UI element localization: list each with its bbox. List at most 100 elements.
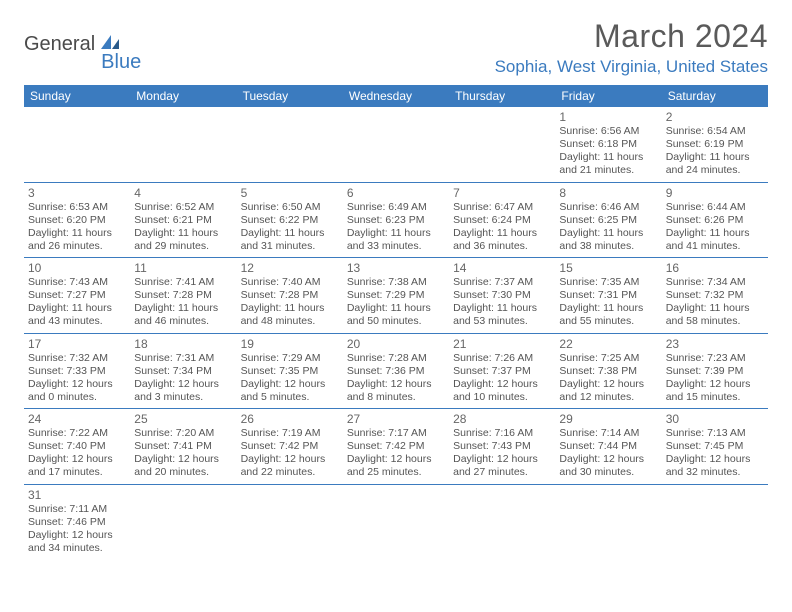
calendar-cell: 6Sunrise: 6:49 AMSunset: 6:23 PMDaylight…: [343, 182, 449, 258]
day-number: 20: [347, 337, 445, 351]
calendar-cell: 16Sunrise: 7:34 AMSunset: 7:32 PMDayligh…: [662, 258, 768, 334]
sunset-text: Sunset: 6:19 PM: [666, 138, 764, 151]
calendar-cell: 17Sunrise: 7:32 AMSunset: 7:33 PMDayligh…: [24, 333, 130, 409]
day-number: 30: [666, 412, 764, 426]
calendar-cell: 18Sunrise: 7:31 AMSunset: 7:34 PMDayligh…: [130, 333, 236, 409]
calendar-cell: [449, 484, 555, 559]
calendar-cell: 5Sunrise: 6:50 AMSunset: 6:22 PMDaylight…: [237, 182, 343, 258]
day-number: 2: [666, 110, 764, 124]
calendar-cell: 4Sunrise: 6:52 AMSunset: 6:21 PMDaylight…: [130, 182, 236, 258]
calendar-cell: [24, 107, 130, 182]
sunrise-text: Sunrise: 6:50 AM: [241, 201, 339, 214]
day-number: 3: [28, 186, 126, 200]
daylight-text: Daylight: 12 hours and 30 minutes.: [559, 453, 657, 479]
day-number: 15: [559, 261, 657, 275]
day-number: 4: [134, 186, 232, 200]
location-subtitle: Sophia, West Virginia, United States: [495, 57, 768, 77]
sunset-text: Sunset: 6:22 PM: [241, 214, 339, 227]
daylight-text: Daylight: 12 hours and 15 minutes.: [666, 378, 764, 404]
day-number: 16: [666, 261, 764, 275]
sunrise-text: Sunrise: 7:20 AM: [134, 427, 232, 440]
calendar-cell: 20Sunrise: 7:28 AMSunset: 7:36 PMDayligh…: [343, 333, 449, 409]
daylight-text: Daylight: 11 hours and 29 minutes.: [134, 227, 232, 253]
sunrise-text: Sunrise: 7:34 AM: [666, 276, 764, 289]
sunset-text: Sunset: 7:33 PM: [28, 365, 126, 378]
calendar-cell: [237, 107, 343, 182]
daylight-text: Daylight: 12 hours and 12 minutes.: [559, 378, 657, 404]
day-number: 28: [453, 412, 551, 426]
day-number: 26: [241, 412, 339, 426]
day-number: 5: [241, 186, 339, 200]
weekday-header: Thursday: [449, 85, 555, 107]
calendar-cell: 7Sunrise: 6:47 AMSunset: 6:24 PMDaylight…: [449, 182, 555, 258]
sunset-text: Sunset: 7:43 PM: [453, 440, 551, 453]
daylight-text: Daylight: 12 hours and 20 minutes.: [134, 453, 232, 479]
calendar-row: 1Sunrise: 6:56 AMSunset: 6:18 PMDaylight…: [24, 107, 768, 182]
sunset-text: Sunset: 7:41 PM: [134, 440, 232, 453]
day-number: 21: [453, 337, 551, 351]
daylight-text: Daylight: 11 hours and 31 minutes.: [241, 227, 339, 253]
calendar-cell: 13Sunrise: 7:38 AMSunset: 7:29 PMDayligh…: [343, 258, 449, 334]
calendar-cell: [343, 484, 449, 559]
weekday-header: Tuesday: [237, 85, 343, 107]
daylight-text: Daylight: 11 hours and 21 minutes.: [559, 151, 657, 177]
daylight-text: Daylight: 11 hours and 55 minutes.: [559, 302, 657, 328]
day-number: 11: [134, 261, 232, 275]
sunrise-text: Sunrise: 7:17 AM: [347, 427, 445, 440]
sunset-text: Sunset: 7:46 PM: [28, 516, 126, 529]
daylight-text: Daylight: 12 hours and 5 minutes.: [241, 378, 339, 404]
sunrise-text: Sunrise: 6:52 AM: [134, 201, 232, 214]
daylight-text: Daylight: 11 hours and 33 minutes.: [347, 227, 445, 253]
calendar-cell: 31Sunrise: 7:11 AMSunset: 7:46 PMDayligh…: [24, 484, 130, 559]
weekday-header-row: Sunday Monday Tuesday Wednesday Thursday…: [24, 85, 768, 107]
day-number: 18: [134, 337, 232, 351]
day-number: 17: [28, 337, 126, 351]
calendar-cell: 11Sunrise: 7:41 AMSunset: 7:28 PMDayligh…: [130, 258, 236, 334]
sunset-text: Sunset: 6:20 PM: [28, 214, 126, 227]
calendar-row: 24Sunrise: 7:22 AMSunset: 7:40 PMDayligh…: [24, 409, 768, 485]
day-number: 22: [559, 337, 657, 351]
day-number: 23: [666, 337, 764, 351]
calendar-cell: [555, 484, 661, 559]
sunrise-text: Sunrise: 6:56 AM: [559, 125, 657, 138]
calendar-cell: [130, 484, 236, 559]
day-number: 29: [559, 412, 657, 426]
calendar-cell: 30Sunrise: 7:13 AMSunset: 7:45 PMDayligh…: [662, 409, 768, 485]
calendar-cell: 19Sunrise: 7:29 AMSunset: 7:35 PMDayligh…: [237, 333, 343, 409]
logo-text-blue: Blue: [101, 51, 141, 74]
day-number: 27: [347, 412, 445, 426]
day-number: 10: [28, 261, 126, 275]
calendar-cell: 28Sunrise: 7:16 AMSunset: 7:43 PMDayligh…: [449, 409, 555, 485]
sunset-text: Sunset: 7:28 PM: [134, 289, 232, 302]
calendar-cell: [449, 107, 555, 182]
sunset-text: Sunset: 6:23 PM: [347, 214, 445, 227]
sunrise-text: Sunrise: 6:49 AM: [347, 201, 445, 214]
calendar-cell: 14Sunrise: 7:37 AMSunset: 7:30 PMDayligh…: [449, 258, 555, 334]
daylight-text: Daylight: 12 hours and 0 minutes.: [28, 378, 126, 404]
sunrise-text: Sunrise: 7:14 AM: [559, 427, 657, 440]
sunrise-text: Sunrise: 7:29 AM: [241, 352, 339, 365]
daylight-text: Daylight: 12 hours and 17 minutes.: [28, 453, 126, 479]
sunrise-text: Sunrise: 7:43 AM: [28, 276, 126, 289]
day-number: 6: [347, 186, 445, 200]
daylight-text: Daylight: 11 hours and 24 minutes.: [666, 151, 764, 177]
sunrise-text: Sunrise: 7:16 AM: [453, 427, 551, 440]
day-number: 13: [347, 261, 445, 275]
calendar-cell: [130, 107, 236, 182]
day-number: 14: [453, 261, 551, 275]
sunset-text: Sunset: 7:34 PM: [134, 365, 232, 378]
sunset-text: Sunset: 6:21 PM: [134, 214, 232, 227]
calendar-cell: 12Sunrise: 7:40 AMSunset: 7:28 PMDayligh…: [237, 258, 343, 334]
sunset-text: Sunset: 6:18 PM: [559, 138, 657, 151]
calendar-cell: [343, 107, 449, 182]
sunrise-text: Sunrise: 7:31 AM: [134, 352, 232, 365]
daylight-text: Daylight: 11 hours and 46 minutes.: [134, 302, 232, 328]
sunset-text: Sunset: 7:37 PM: [453, 365, 551, 378]
sunrise-text: Sunrise: 7:35 AM: [559, 276, 657, 289]
sunset-text: Sunset: 7:45 PM: [666, 440, 764, 453]
calendar-cell: 24Sunrise: 7:22 AMSunset: 7:40 PMDayligh…: [24, 409, 130, 485]
daylight-text: Daylight: 11 hours and 50 minutes.: [347, 302, 445, 328]
sunrise-text: Sunrise: 7:11 AM: [28, 503, 126, 516]
sunset-text: Sunset: 7:39 PM: [666, 365, 764, 378]
calendar-cell: 9Sunrise: 6:44 AMSunset: 6:26 PMDaylight…: [662, 182, 768, 258]
